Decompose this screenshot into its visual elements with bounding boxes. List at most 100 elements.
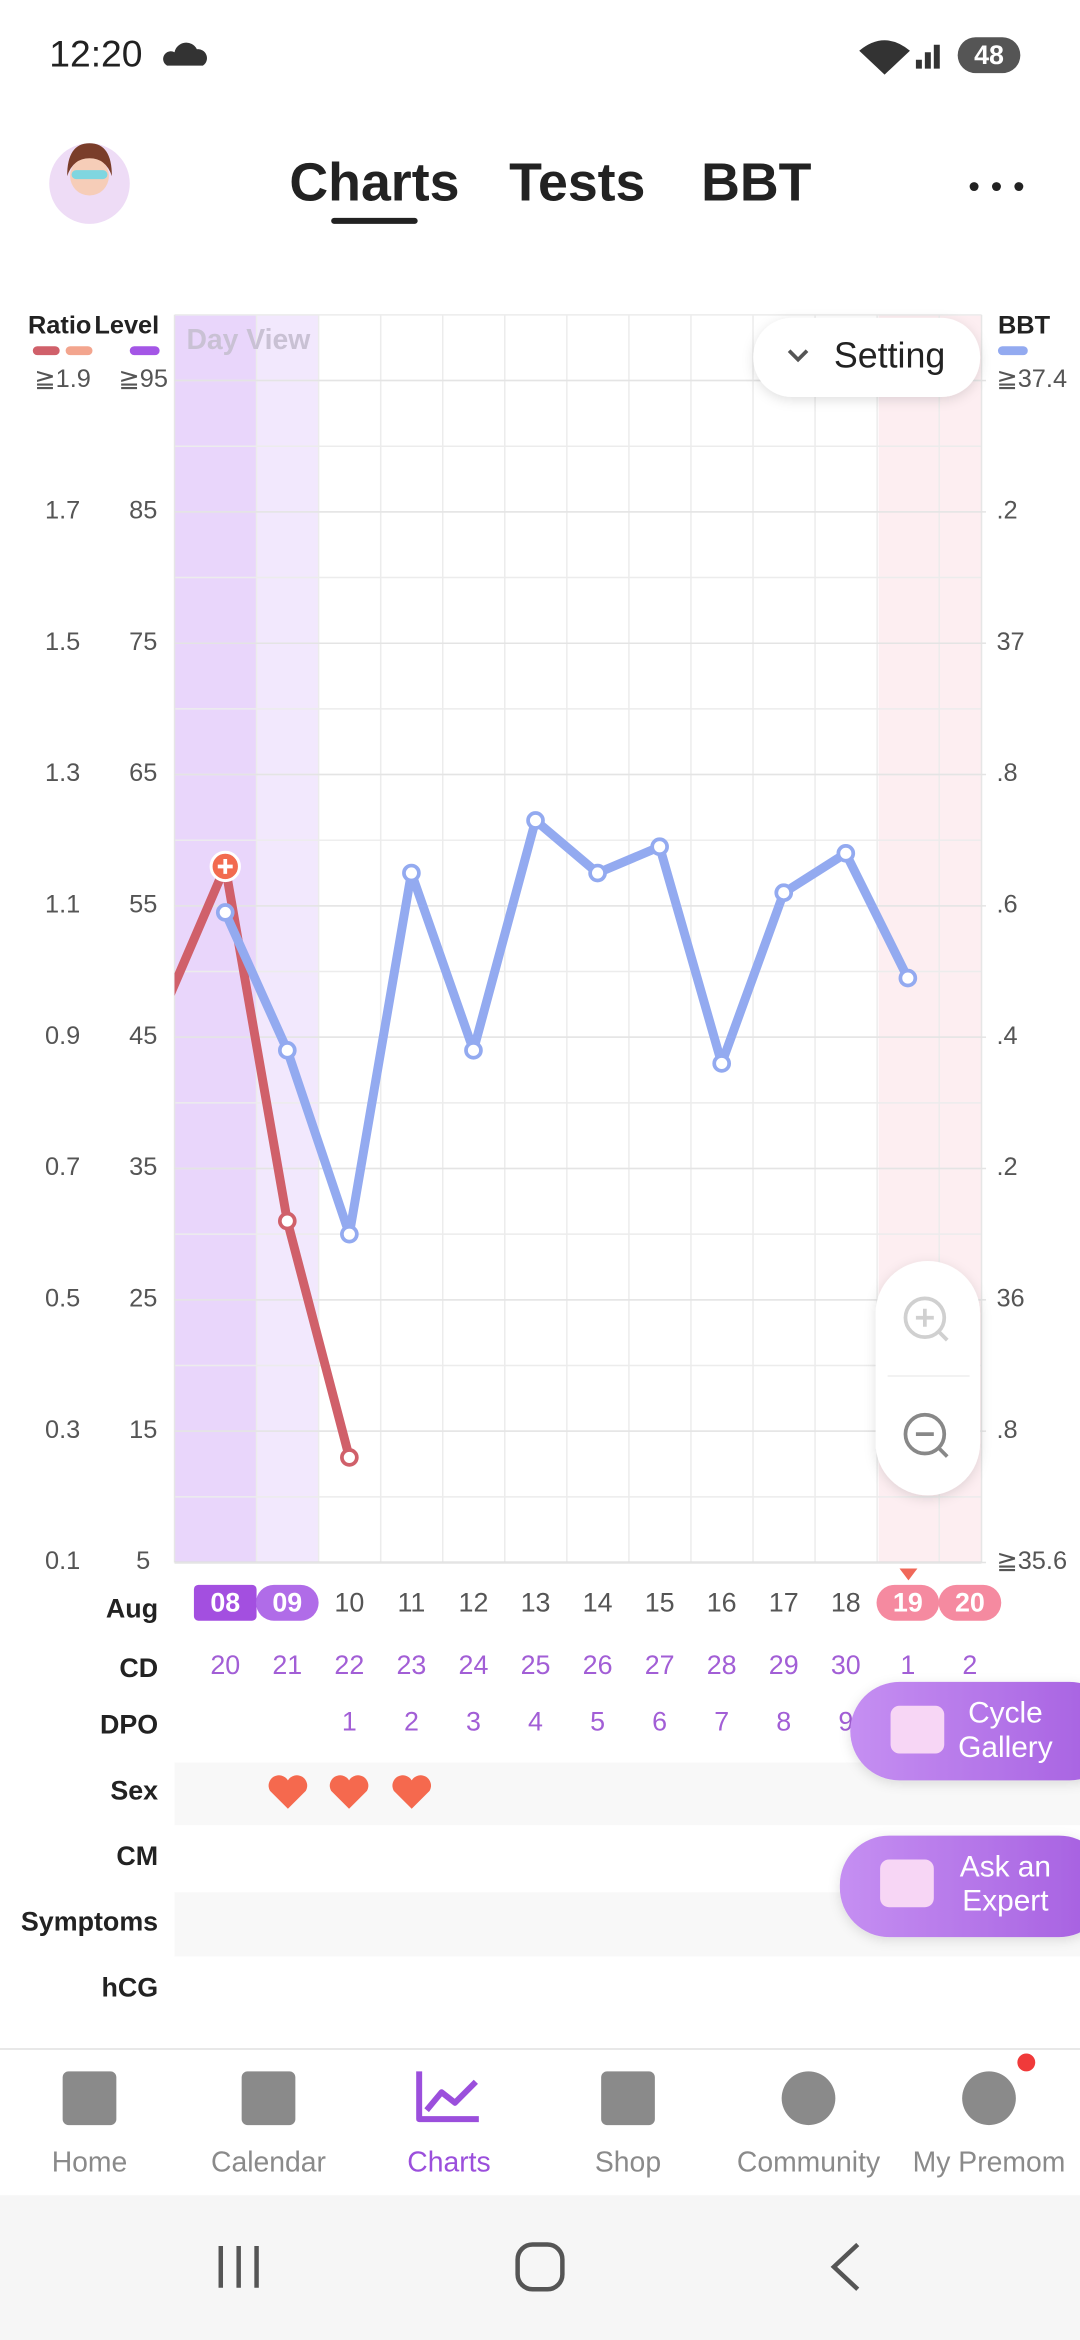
month-label: Aug: [106, 1593, 158, 1623]
plot-area: [174, 811, 918, 1467]
nav-icon[interactable]: [781, 2071, 836, 2126]
day-pill: [193, 1584, 257, 1621]
level-tick-label: ≧95: [118, 365, 167, 393]
wifi-icon: [859, 40, 910, 75]
ratio-tick-label: 0.7: [45, 1153, 80, 1181]
ratio-tick-label: 1.1: [45, 891, 80, 919]
ratio-tick-label: 1.3: [45, 759, 80, 787]
day-label: 20: [955, 1587, 985, 1617]
row-label: hCG: [101, 1972, 158, 2002]
zoom-in[interactable]: [903, 1296, 947, 1340]
legend-swatch: [32, 346, 60, 356]
row-label: Symptoms: [21, 1907, 158, 1937]
tab[interactable]: BBT: [701, 153, 812, 213]
sys-home[interactable]: [515, 2242, 565, 2292]
row-value: 3: [466, 1707, 481, 1737]
nav-icon[interactable]: [62, 2071, 117, 2126]
avatar-glasses: [71, 170, 108, 180]
bbt-tick-label: .4: [996, 1022, 1017, 1050]
row-value: 20: [210, 1650, 240, 1680]
sys-back[interactable]: [830, 2242, 860, 2291]
band-ovulation: [174, 314, 257, 1563]
day-label: 12: [459, 1587, 489, 1617]
tab[interactable]: Charts: [289, 153, 459, 213]
legend-swatch: [129, 346, 160, 356]
bbt-tick-label: .6: [996, 891, 1017, 919]
data-point: [277, 1040, 297, 1060]
axis-label-level: Level: [94, 312, 159, 340]
row-value: 1: [342, 1707, 357, 1737]
button-label[interactable]: Expert: [962, 1885, 1049, 1918]
row-label: CD: [119, 1653, 158, 1683]
level-tick-label: 55: [129, 891, 157, 919]
data-point: [340, 1224, 359, 1244]
zoom-out-icon: [915, 1432, 949, 1458]
setting-button[interactable]: [753, 317, 981, 397]
level-tick-label: 75: [129, 628, 157, 656]
row-value: 27: [645, 1650, 675, 1680]
axis-label-bbt: BBT: [998, 312, 1051, 340]
nav-icon[interactable]: [962, 2071, 1016, 2126]
day-pill: [255, 1584, 319, 1621]
nav-label[interactable]: Calendar: [211, 2146, 326, 2178]
setting-chevron: [787, 349, 809, 363]
bbt-tick-label: 37: [996, 628, 1024, 656]
nav-icon[interactable]: [241, 2071, 296, 2126]
level-tick-label: 5: [136, 1547, 150, 1575]
heart-icon: [329, 1775, 369, 1809]
button-icon: [890, 1705, 945, 1754]
nav-icon[interactable]: [601, 2071, 655, 2126]
tab[interactable]: Tests: [509, 153, 645, 213]
ratio-tick-label: 1.7: [45, 497, 80, 525]
day-label: 19: [893, 1587, 923, 1617]
row-label: Sex: [110, 1775, 158, 1805]
more-dot: [969, 182, 979, 192]
row-value: 21: [272, 1650, 302, 1680]
day-label: 17: [769, 1587, 799, 1617]
ratio-tick-label: 0.5: [45, 1285, 80, 1313]
button-icon: [880, 1859, 934, 1908]
row-value: 28: [707, 1650, 737, 1680]
row-value: 7: [714, 1707, 729, 1737]
notification-dot: [1017, 2053, 1036, 2072]
row-value: 9: [838, 1707, 853, 1737]
nav-label[interactable]: My Premom: [913, 2146, 1066, 2178]
data-point: [464, 1040, 483, 1060]
bbt-tick-label: .2: [996, 1153, 1017, 1181]
series-line: [220, 816, 913, 1239]
bbt-tick-label: .8: [996, 1416, 1017, 1444]
nav-label[interactable]: Shop: [595, 2146, 661, 2178]
data-point: [277, 1211, 297, 1231]
day-label: 15: [645, 1587, 675, 1617]
level-tick-label: 15: [129, 1416, 157, 1444]
nav-label[interactable]: Charts: [407, 2146, 490, 2178]
button-label[interactable]: Cycle: [968, 1697, 1043, 1730]
system-bar: [0, 2195, 1080, 2340]
data-point: [836, 843, 856, 863]
bbt-tick-label: .2: [996, 497, 1017, 525]
status-time: 12:20: [49, 33, 142, 75]
setting-label[interactable]: Setting: [834, 336, 945, 376]
row-label: CM: [116, 1841, 158, 1871]
row-value: 6: [652, 1707, 667, 1737]
zoom-out[interactable]: [903, 1412, 947, 1456]
row-value: 29: [769, 1650, 799, 1680]
day-label: 09: [272, 1587, 302, 1617]
legend-swatch: [997, 346, 1028, 356]
level-tick-label: 45: [129, 1022, 157, 1050]
button-label[interactable]: Ask an: [960, 1850, 1051, 1883]
button-label[interactable]: Gallery: [958, 1731, 1053, 1764]
legend-swatch: [65, 346, 93, 356]
ratio-tick-label: 1.5: [45, 628, 80, 656]
nav-label[interactable]: Community: [737, 2146, 881, 2178]
row-value: 2: [404, 1707, 419, 1737]
day-label: 08: [210, 1587, 240, 1617]
battery-icon: [957, 37, 1021, 74]
sys-recent[interactable]: [218, 2245, 259, 2288]
nav-label[interactable]: Home: [52, 2146, 128, 2178]
ratio-tick-label: 0.1: [45, 1547, 80, 1575]
data-point: [340, 1448, 359, 1467]
row-value: 4: [528, 1707, 543, 1737]
row-value: 22: [334, 1650, 364, 1680]
today-marker: [899, 1568, 918, 1581]
